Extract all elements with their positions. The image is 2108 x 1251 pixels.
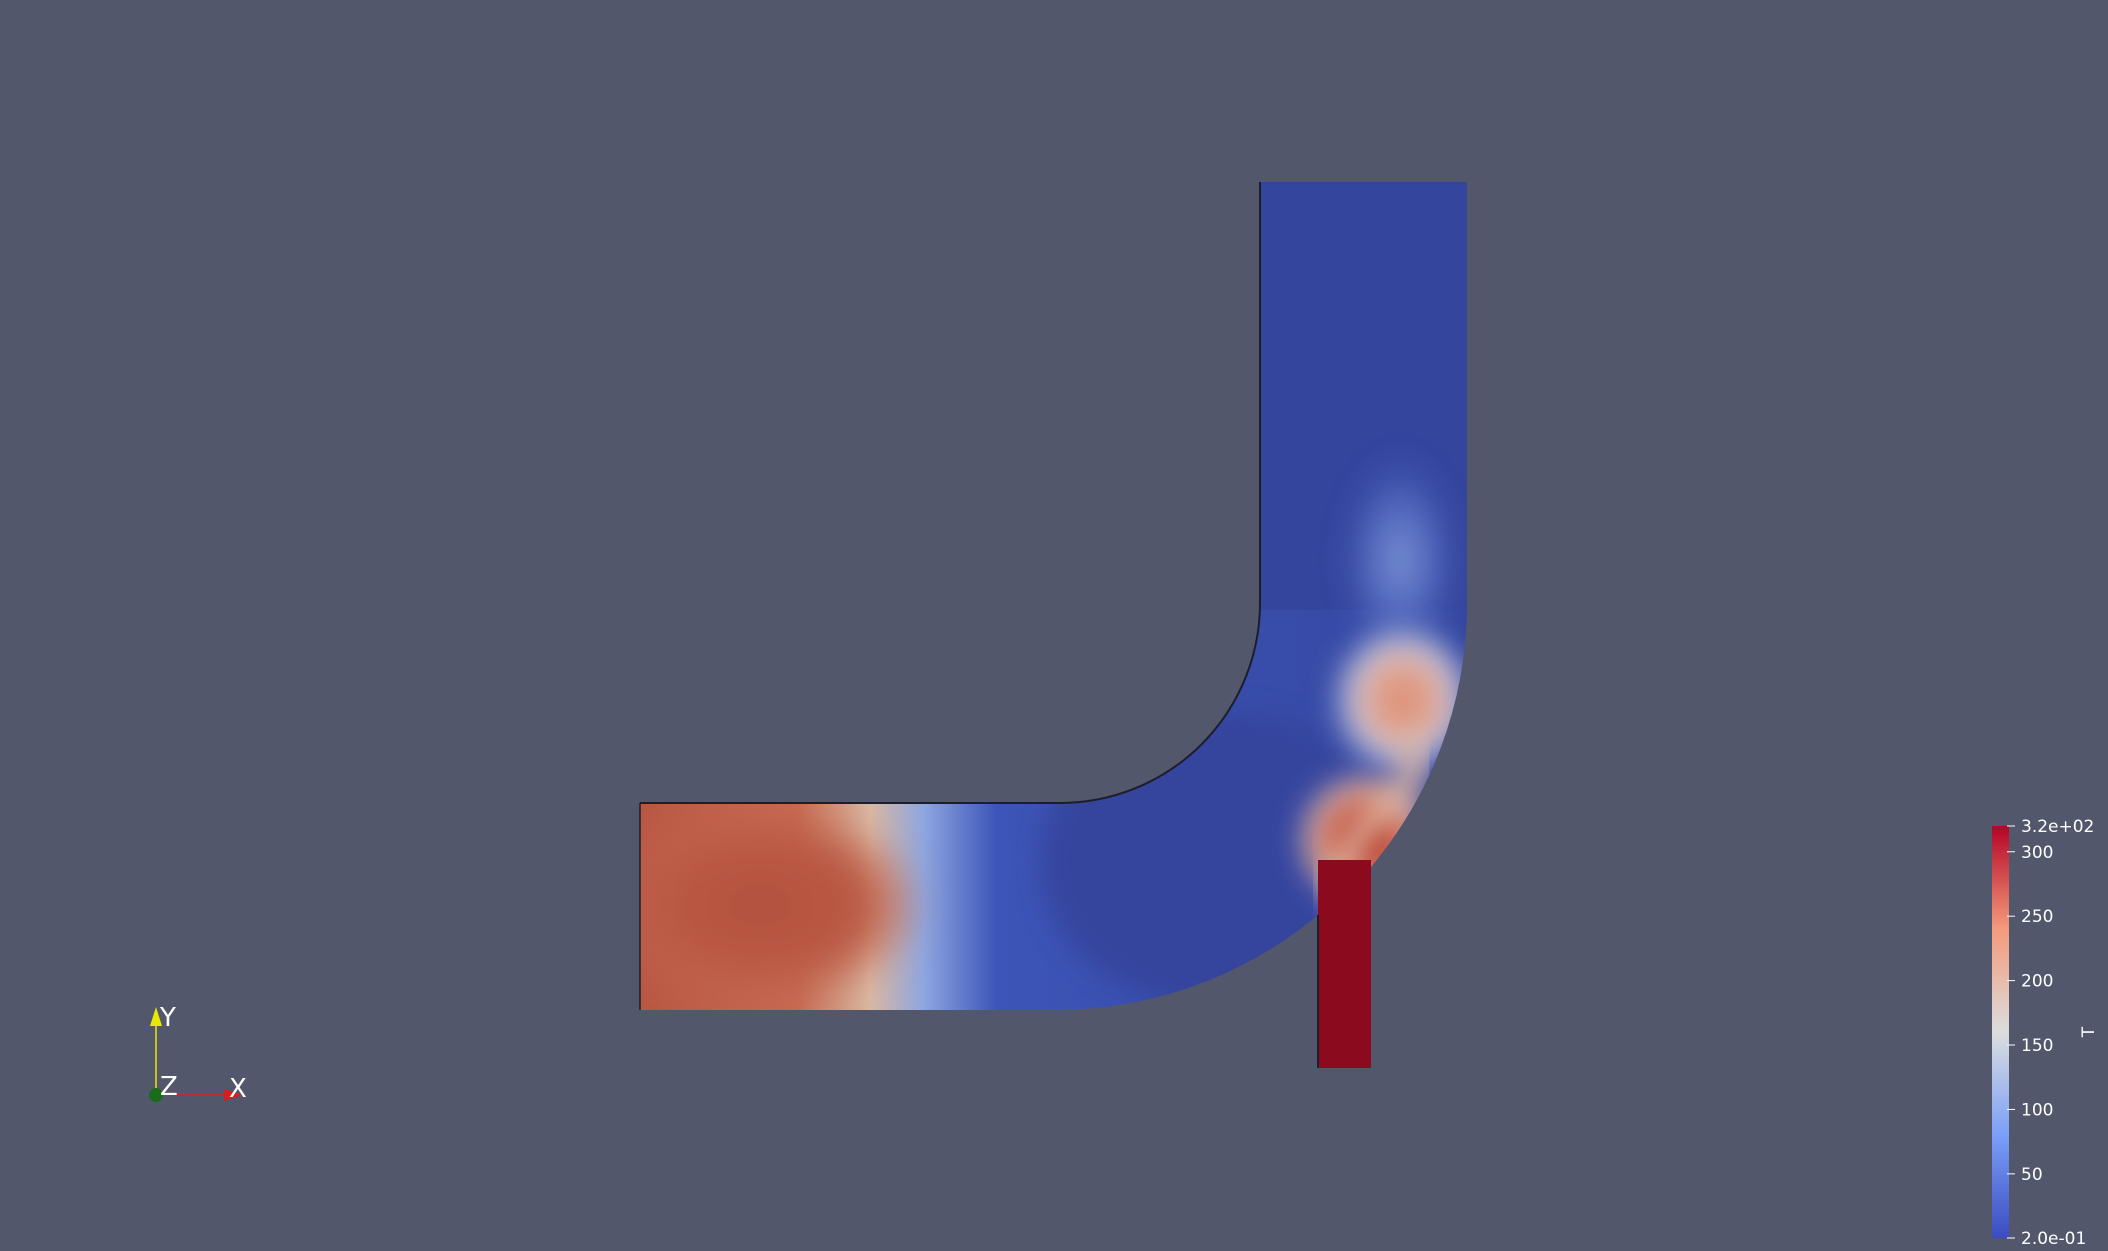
scalar-bar-ticks: 300 250 200 150 100 50 <box>2007 843 2053 1185</box>
orientation-axes: Y X Z <box>149 1003 247 1104</box>
field-outlet-hot <box>640 800 930 1010</box>
scalar-bar-tick-label: 200 <box>2021 972 2053 992</box>
field-cool-plume <box>1340 450 1460 670</box>
temperature-field <box>640 182 1467 1068</box>
scalar-bar-gradient <box>1992 826 2009 1238</box>
scalar-bar[interactable]: 300 250 200 150 100 50 3.2e+02 2.0e-01 T <box>1992 817 2099 1249</box>
y-axis-label: Y <box>159 1003 176 1033</box>
z-axis-dot <box>149 1088 163 1102</box>
scalar-bar-tick-label: 300 <box>2021 843 2053 863</box>
scalar-bar-min-label: 2.0e-01 <box>2021 1229 2086 1249</box>
field-hot-blob <box>1328 620 1467 780</box>
scalar-bar-tick-label: 100 <box>2021 1100 2053 1120</box>
x-axis-label: X <box>229 1074 247 1104</box>
pipe-inner-wall-edge <box>640 182 1261 804</box>
scalar-bar-tick-label: 150 <box>2021 1036 2053 1056</box>
field-inlet-hot <box>1318 860 1371 1068</box>
scalar-bar-tick-label: 250 <box>2021 907 2053 927</box>
x-axis-arrow <box>224 1089 243 1101</box>
y-axis-arrow <box>150 1007 162 1026</box>
z-axis-label: Z <box>160 1072 178 1102</box>
scalar-bar-tick-label: 50 <box>2021 1165 2043 1185</box>
scalar-bar-title: T <box>2079 1026 2099 1038</box>
scalar-bar-max-label: 3.2e+02 <box>2021 817 2094 837</box>
